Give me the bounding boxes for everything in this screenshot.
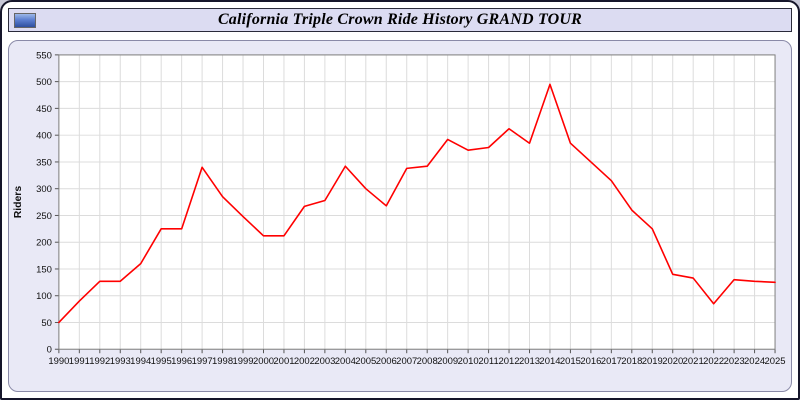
svg-text:1994: 1994 <box>130 356 151 367</box>
svg-text:150: 150 <box>36 264 52 275</box>
svg-text:450: 450 <box>36 104 52 115</box>
svg-text:1996: 1996 <box>171 356 192 367</box>
x-axis-labels: 1990 1991 1992 1993 1994 1995 1996 1997 1998 1999… <box>48 349 786 367</box>
svg-text:1998: 1998 <box>212 356 233 367</box>
svg-text:2009: 2009 <box>437 356 458 367</box>
svg-text:1993: 1993 <box>110 356 131 367</box>
page-title: California Triple Crown Ride History GRA… <box>217 11 583 28</box>
svg-text:100: 100 <box>36 291 52 302</box>
header-bar: California Triple Crown Ride History GRA… <box>8 8 792 32</box>
svg-text:1995: 1995 <box>151 356 172 367</box>
y-axis-title: Riders <box>13 186 24 219</box>
svg-text:2001: 2001 <box>273 356 294 367</box>
svg-text:2003: 2003 <box>314 356 335 367</box>
svg-text:1999: 1999 <box>232 356 253 367</box>
blue-photo-icon <box>14 13 36 28</box>
svg-text:2021: 2021 <box>683 356 704 367</box>
svg-text:300: 300 <box>36 184 52 195</box>
svg-text:2007: 2007 <box>396 356 417 367</box>
svg-text:250: 250 <box>36 211 52 222</box>
svg-text:2019: 2019 <box>642 356 663 367</box>
svg-text:2025: 2025 <box>765 356 786 367</box>
svg-text:2016: 2016 <box>580 356 601 367</box>
svg-text:2024: 2024 <box>744 356 765 367</box>
svg-text:500: 500 <box>36 77 52 88</box>
svg-text:2002: 2002 <box>294 356 315 367</box>
svg-text:50: 50 <box>41 318 52 329</box>
svg-text:1992: 1992 <box>89 356 110 367</box>
svg-text:2022: 2022 <box>703 356 724 367</box>
svg-text:2015: 2015 <box>560 356 581 367</box>
svg-text:350: 350 <box>36 157 52 168</box>
svg-text:2004: 2004 <box>335 356 356 367</box>
svg-text:2020: 2020 <box>662 356 683 367</box>
svg-text:2006: 2006 <box>376 356 397 367</box>
y-axis-labels: 0 50 100 150 200 250 300 350 400 450 500 550 <box>36 50 59 356</box>
plot-area <box>58 54 776 350</box>
svg-text:2010: 2010 <box>458 356 479 367</box>
plot-border <box>58 54 776 350</box>
svg-text:2023: 2023 <box>724 356 745 367</box>
svg-text:2011: 2011 <box>478 356 498 367</box>
svg-text:2013: 2013 <box>519 356 540 367</box>
svg-text:200: 200 <box>36 238 52 249</box>
svg-text:2018: 2018 <box>621 356 642 367</box>
svg-text:550: 550 <box>36 50 52 61</box>
svg-text:2008: 2008 <box>417 356 438 367</box>
ride-series-line <box>58 83 776 324</box>
svg-text:400: 400 <box>36 131 52 142</box>
svg-text:1991: 1991 <box>69 356 90 367</box>
svg-text:2005: 2005 <box>355 356 376 367</box>
svg-text:2014: 2014 <box>539 356 560 367</box>
chart-panel: 0 50 100 150 200 250 300 350 400 450 500 550 1990 199… <box>8 40 792 392</box>
svg-text:2017: 2017 <box>601 356 622 367</box>
svg-text:2012: 2012 <box>499 356 520 367</box>
svg-text:2000: 2000 <box>253 356 274 367</box>
svg-text:1997: 1997 <box>192 356 213 367</box>
vertical-gridlines <box>58 54 776 350</box>
svg-text:0: 0 <box>47 345 52 356</box>
svg-text:1990: 1990 <box>48 356 69 367</box>
